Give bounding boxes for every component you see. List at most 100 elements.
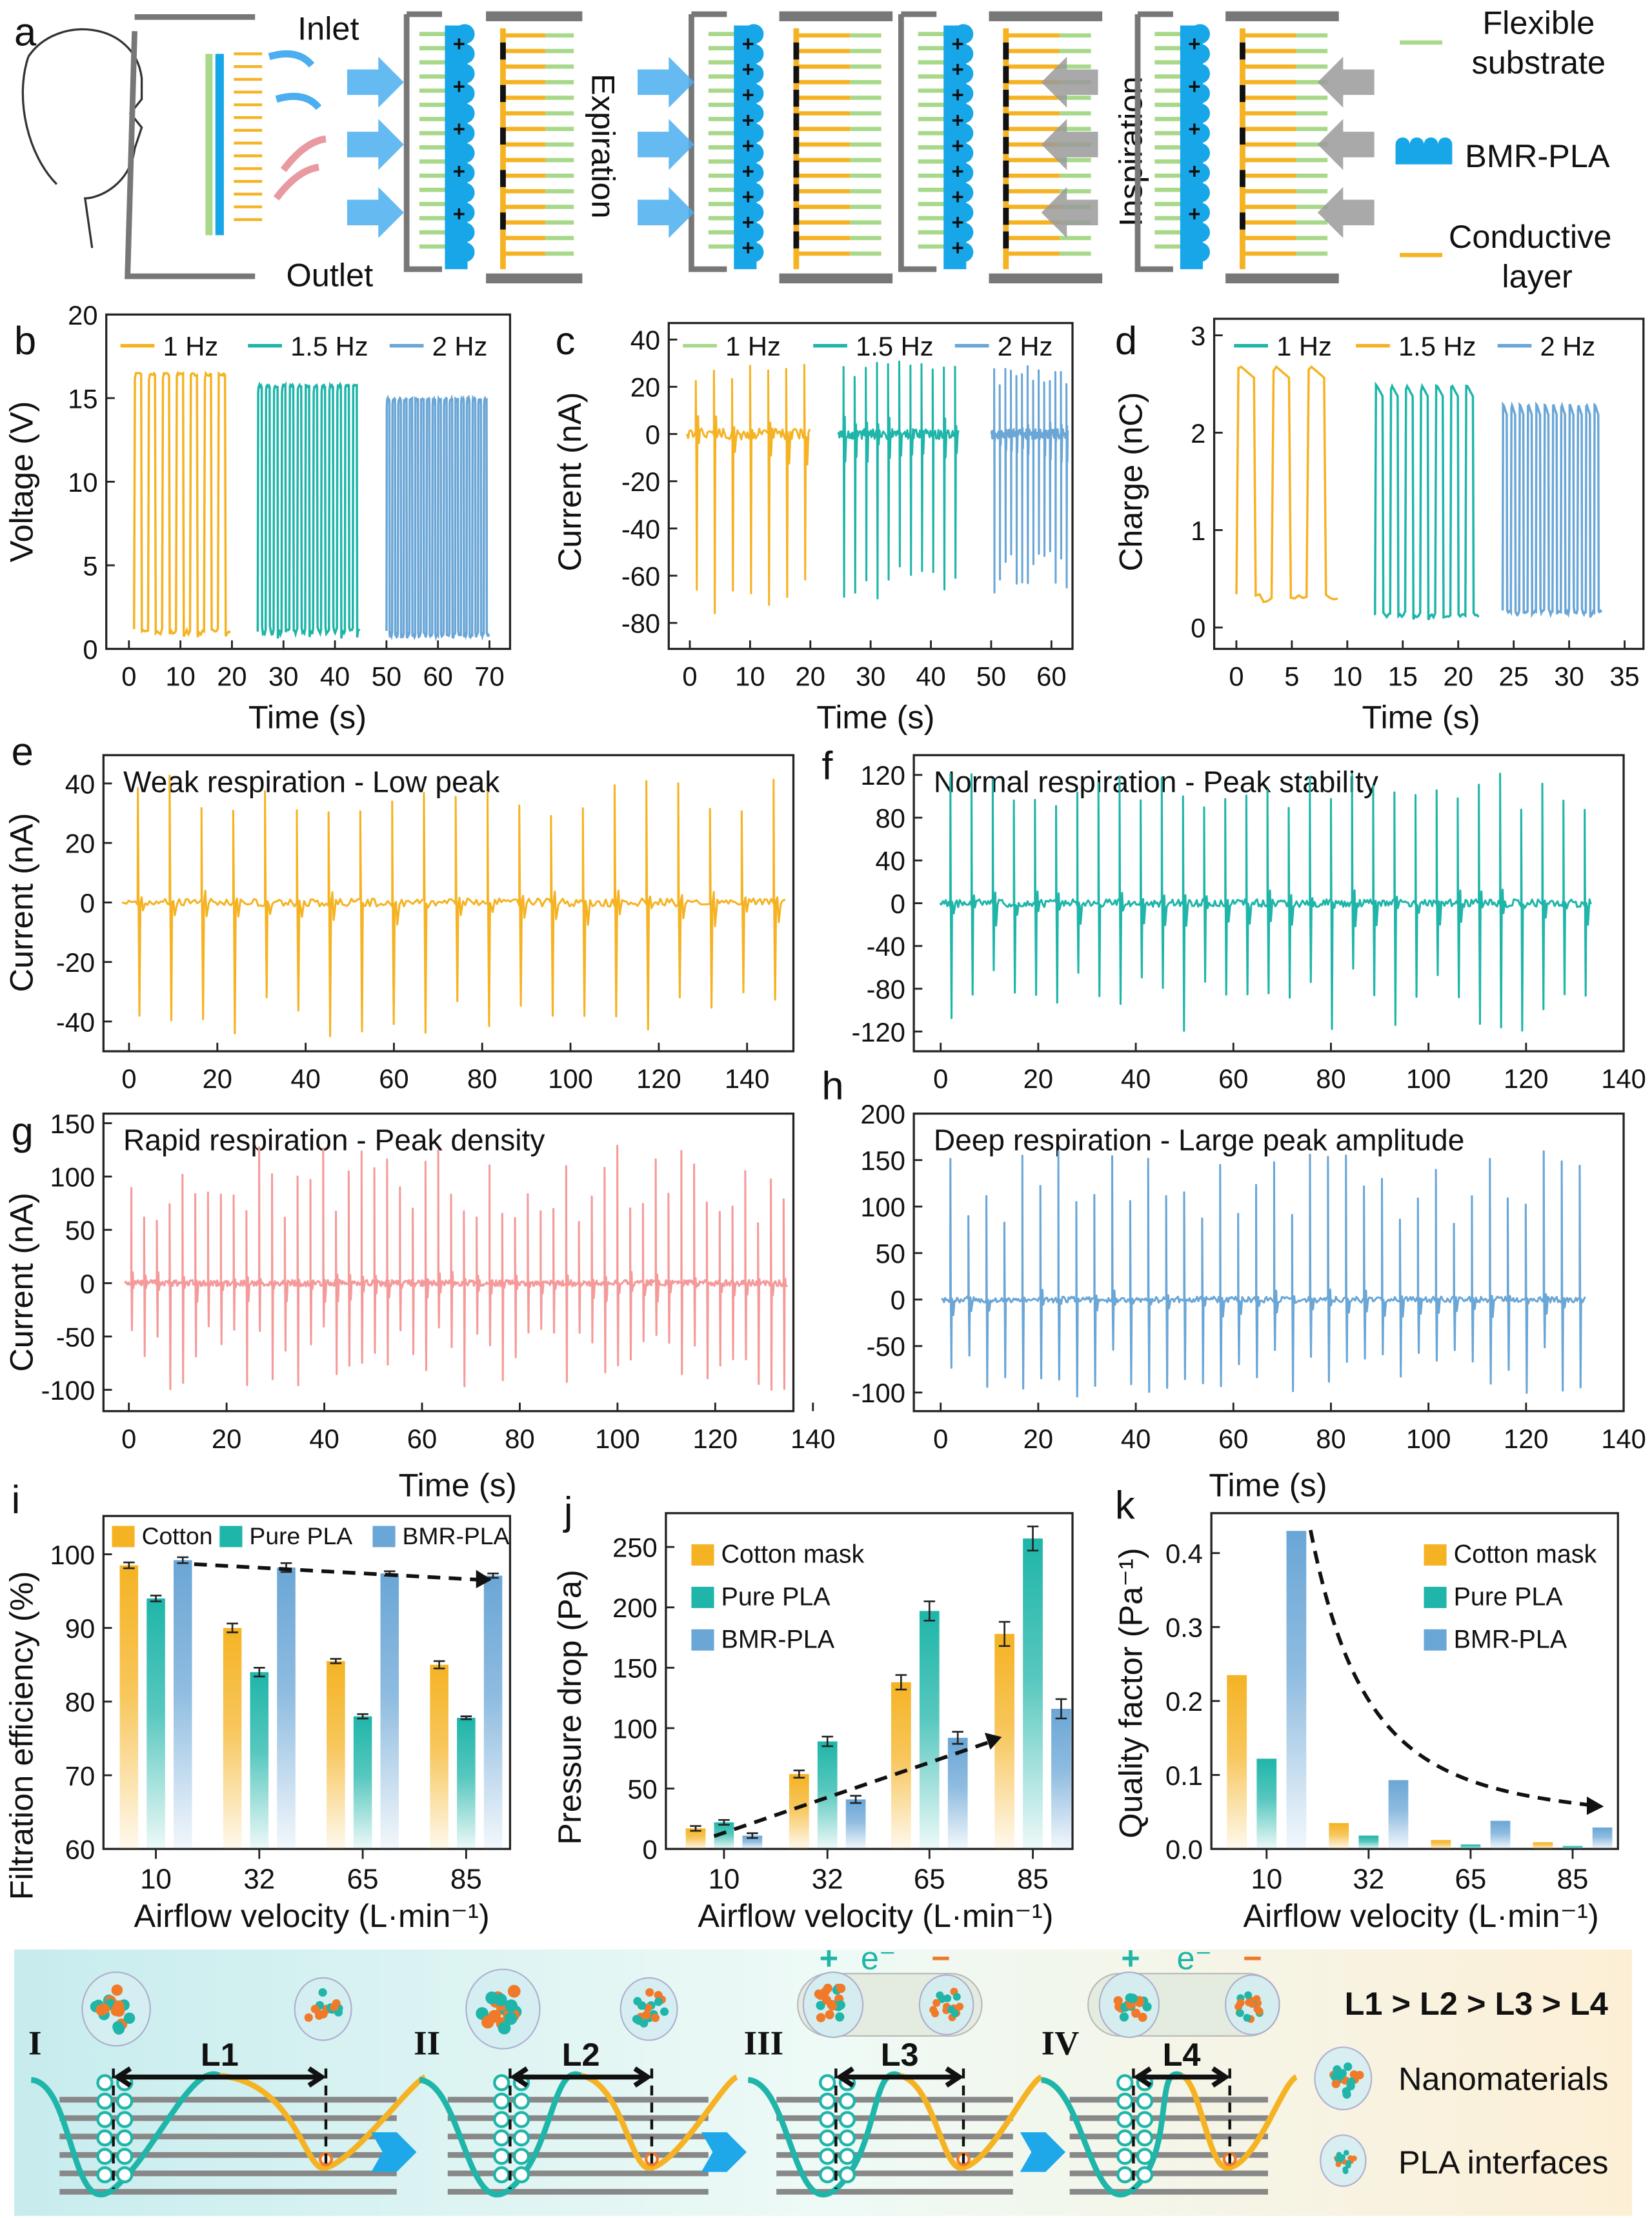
panel-label-k: k bbox=[1115, 1484, 1135, 1528]
plus-sign: + bbox=[1188, 117, 1200, 141]
nanoparticle bbox=[932, 1999, 941, 2007]
x-tick-label: 70 bbox=[474, 661, 504, 692]
data-series-line bbox=[990, 365, 1069, 594]
y-tick-label: -60 bbox=[621, 561, 660, 591]
minus-sign bbox=[500, 85, 506, 103]
pla-interface-well bbox=[219, 2072, 427, 2171]
panel-label-g: g bbox=[12, 1109, 34, 1154]
minus-sign bbox=[793, 42, 800, 60]
bar bbox=[947, 1737, 968, 1850]
chart-i: 60 70 80 90 100 Airflow velocity (L·min⁻¹) Fil… bbox=[3, 1515, 512, 1934]
bmr-pla-bead bbox=[953, 24, 974, 45]
y-axis-label: Charge (nC) bbox=[1113, 392, 1149, 572]
minus-sign bbox=[793, 66, 800, 83]
airflow-arrow-icon bbox=[1041, 187, 1098, 238]
bmr-pla-bead bbox=[953, 143, 974, 163]
distance-arrow bbox=[510, 2066, 652, 2088]
electron-state bbox=[116, 2166, 134, 2184]
y-axis-label: Voltage (V) bbox=[3, 401, 40, 563]
nanoparticle bbox=[1344, 2062, 1353, 2072]
bar bbox=[277, 1568, 296, 1850]
y-tick-label: 200 bbox=[612, 1593, 658, 1623]
electron-state bbox=[1116, 2148, 1134, 2165]
x-tick-label: 65 bbox=[1455, 1864, 1487, 1895]
nanoparticle bbox=[1345, 2160, 1352, 2166]
y-tick-label: 20 bbox=[630, 372, 660, 403]
electron-state bbox=[96, 2111, 114, 2128]
x-axis-label: Airflow velocity (L·min⁻¹) bbox=[698, 1897, 1053, 1934]
legend-label: 1 Hz bbox=[163, 331, 219, 361]
plot-frame bbox=[1210, 1512, 1619, 1850]
nanoparticle bbox=[113, 2023, 125, 2035]
legend-label: 1 Hz bbox=[725, 331, 781, 361]
minus-sign bbox=[1003, 66, 1009, 83]
nanoparticle bbox=[952, 1993, 961, 2001]
x-tick-label: 40 bbox=[1121, 1424, 1151, 1454]
nanoparticle bbox=[638, 2001, 647, 2010]
x-axis-label: Time (s) bbox=[399, 1466, 517, 1503]
x-tick-label: 85 bbox=[450, 1864, 482, 1895]
y-tick-label: 80 bbox=[65, 1687, 95, 1717]
chart-d: 0 5 10 15 20 25 30 35 0 1 2 3 Time (s) Charge (nC) 1 H… bbox=[1113, 318, 1645, 735]
nanoparticle bbox=[1138, 2012, 1147, 2022]
y-tick-label: 100 bbox=[50, 1162, 96, 1193]
bmr-pla-bead bbox=[454, 44, 475, 64]
y-tick-label: 40 bbox=[876, 846, 905, 876]
nanoparticle bbox=[1248, 2000, 1256, 2008]
nanoparticle bbox=[816, 2013, 826, 2022]
bmr-pla-bead bbox=[1190, 83, 1210, 104]
plus-sign: + bbox=[952, 57, 964, 81]
nanoparticle bbox=[1131, 2008, 1141, 2018]
plus-sign: + bbox=[1188, 159, 1200, 183]
y-tick-label: 150 bbox=[50, 1109, 96, 1139]
minus-sign bbox=[500, 127, 506, 145]
nanoparticle bbox=[1255, 2007, 1264, 2015]
legend-label: 2 Hz bbox=[998, 331, 1053, 361]
nanoparticle bbox=[1355, 2070, 1364, 2080]
x-axis-label: Time (s) bbox=[248, 698, 367, 735]
bmr-pla-bead bbox=[1190, 222, 1210, 243]
nanoparticle bbox=[111, 1984, 123, 1996]
distance-label: L3 bbox=[881, 2036, 919, 2073]
y-tick-label: 70 bbox=[65, 1760, 95, 1791]
pla-interface-well bbox=[580, 2073, 739, 2171]
minus-sign bbox=[793, 90, 800, 107]
legend-swatch bbox=[1424, 1544, 1447, 1566]
bmr-pla-bead bbox=[953, 202, 974, 223]
nanoparticle bbox=[816, 2001, 825, 2010]
nanoparticle bbox=[505, 1999, 518, 2013]
panel-label-b: b bbox=[14, 319, 36, 363]
x-tick-label: 0 bbox=[121, 661, 136, 692]
nanoparticle bbox=[330, 2002, 339, 2011]
plus-sign: + bbox=[453, 201, 465, 225]
y-axis-label: Current (nA) bbox=[3, 813, 40, 993]
plus-sign: + bbox=[1188, 74, 1200, 98]
y-tick-label: 80 bbox=[876, 803, 905, 833]
chart-title: Normal respiration - Peak stability bbox=[934, 765, 1378, 798]
bmr-pla-bead bbox=[953, 183, 974, 203]
bar bbox=[1592, 1827, 1613, 1850]
electron-state bbox=[493, 2129, 510, 2147]
airflow-arrow-icon bbox=[1317, 119, 1375, 170]
x-tick-label: 20 bbox=[1023, 1064, 1053, 1094]
nanoparticle bbox=[936, 1991, 944, 1999]
bar bbox=[1286, 1531, 1307, 1850]
bmr-pla-bead bbox=[743, 143, 764, 163]
plus-sign: + bbox=[1188, 32, 1200, 55]
nanoparticle bbox=[304, 2013, 313, 2022]
arrowhead bbox=[476, 1569, 492, 1589]
nanoparticle bbox=[485, 1991, 499, 2004]
bmr-pla-bead bbox=[454, 222, 475, 243]
error-bar bbox=[1027, 1526, 1039, 1552]
x-tick-label: 0 bbox=[682, 661, 697, 692]
plus-sign: + bbox=[952, 159, 964, 183]
bmr-pla-bead bbox=[1190, 123, 1210, 143]
panel-label-j: j bbox=[563, 1489, 573, 1533]
chart-title: Rapid respiration - Peak density bbox=[123, 1124, 545, 1157]
bmr-pla-bead bbox=[1190, 183, 1210, 203]
x-tick-label: 65 bbox=[914, 1864, 945, 1895]
electron-state bbox=[96, 2092, 114, 2110]
electron-state bbox=[1116, 2092, 1134, 2110]
inspiration-label: Inspiration bbox=[1113, 76, 1149, 227]
y-tick-label: 0 bbox=[80, 1269, 95, 1299]
